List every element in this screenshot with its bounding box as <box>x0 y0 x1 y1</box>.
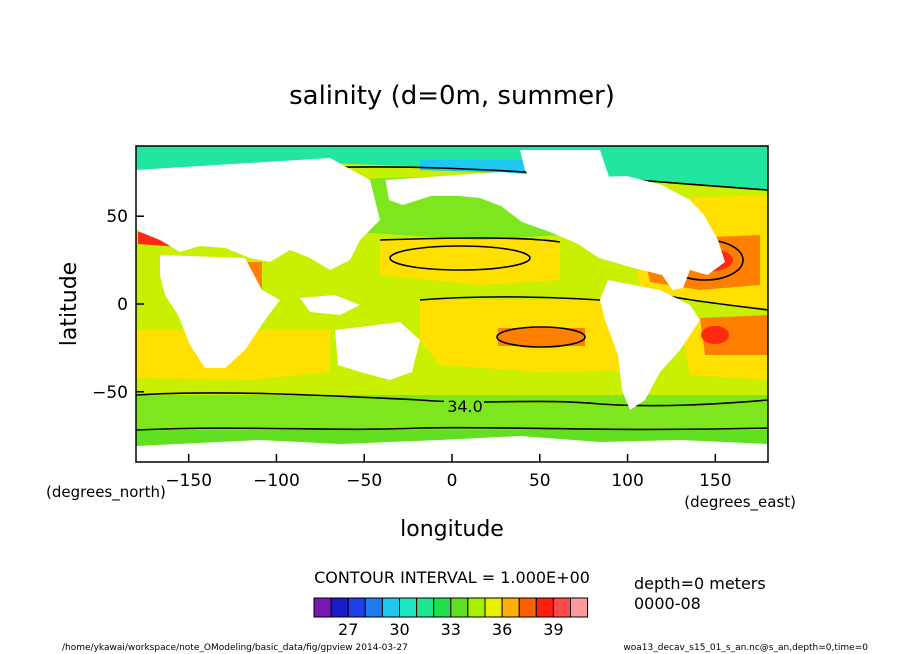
colorbar-swatch <box>467 597 486 618</box>
eurasia <box>136 158 380 270</box>
colorbar-swatch <box>570 597 589 618</box>
colorbar-tick-label: 36 <box>492 620 512 639</box>
atlantic-south-max <box>701 326 729 344</box>
x-tick-label: 50 <box>529 471 551 491</box>
africa <box>160 255 280 368</box>
colorbar-swatch <box>518 597 537 618</box>
y-unit-label: (degrees_north) <box>46 483 166 502</box>
x-tick-label: 150 <box>699 471 731 491</box>
colorbar-swatch <box>535 597 554 618</box>
maritime-continent <box>300 295 360 315</box>
colorbar-tick-label: 33 <box>441 620 461 639</box>
australia <box>335 322 420 380</box>
colorbar-swatch <box>450 597 469 618</box>
y-tick-label: −50 <box>92 383 128 403</box>
colorbar-swatch <box>433 597 452 618</box>
colorbar-swatch <box>484 597 503 618</box>
contour-label-34: 34.0 <box>447 397 483 416</box>
colorbar-tick-label: 30 <box>389 620 409 639</box>
colorbar-swatch <box>364 597 383 618</box>
land-masses <box>136 150 768 462</box>
north-america <box>385 172 725 290</box>
y-axis: −50 0 50 <box>92 207 144 403</box>
y-tick-label: 50 <box>106 207 128 227</box>
colorbar-swatch <box>399 597 418 618</box>
chart-title: salinity (d=0m, summer) <box>289 81 615 111</box>
colorbar-swatch <box>330 597 349 618</box>
salinity-map: 34.0 <box>136 146 768 462</box>
colorbar-swatch <box>552 597 572 618</box>
colorbar-tick-label: 39 <box>543 620 563 639</box>
x-tick-label: 0 <box>447 471 458 491</box>
y-tick-label: 0 <box>117 295 128 315</box>
atlantic-south-very-salty <box>700 315 768 355</box>
colorbar-swatch <box>501 597 520 618</box>
south-america <box>600 280 700 410</box>
footer-path: /home/ykawai/workspace/note_OModeling/ba… <box>62 643 408 653</box>
y-axis-label: latitude <box>57 262 82 346</box>
x-tick-label: 100 <box>611 471 643 491</box>
footer-dataset: woa13_decav_s15_01_s_an.nc@s_an,depth=0,… <box>623 643 868 653</box>
x-axis: −150 −100 −50 0 50 100 150 <box>165 454 732 491</box>
colorbar: 27 30 33 36 39 <box>313 597 589 639</box>
pacific-south-very-salty <box>498 328 585 346</box>
antarctica <box>136 436 768 462</box>
contour-interval: CONTOUR INTERVAL = 1.000E+00 <box>314 568 590 587</box>
x-tick-label: −50 <box>346 471 382 491</box>
time-note: 0000-08 <box>634 594 701 613</box>
colorbar-tick-label: 27 <box>338 620 358 639</box>
colorbar-swatch <box>313 597 332 618</box>
x-tick-label: −150 <box>165 471 212 491</box>
greenland <box>520 150 610 215</box>
x-tick-label: −100 <box>253 471 300 491</box>
x-axis-label: longitude <box>400 517 504 542</box>
depth-note: depth=0 meters <box>634 574 766 593</box>
colorbar-swatch <box>381 597 400 618</box>
x-unit-label: (degrees_east) <box>684 493 796 512</box>
colorbar-swatch <box>416 597 435 618</box>
colorbar-swatch <box>347 597 366 618</box>
